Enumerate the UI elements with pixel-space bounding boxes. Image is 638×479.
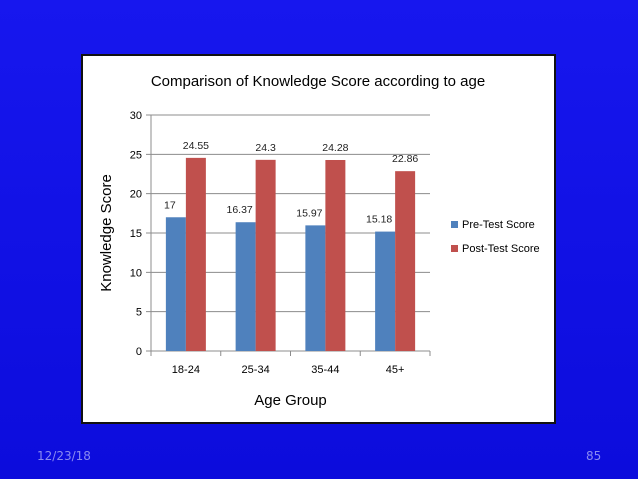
legend-swatch — [451, 245, 458, 252]
x-tick-label: 25-34 — [242, 364, 270, 376]
chart-frame: Comparison of Knowledge Score according … — [81, 54, 556, 424]
y-tick-label: 10 — [130, 267, 142, 279]
y-tick-label: 20 — [130, 189, 142, 201]
bar-post-test — [325, 159, 346, 351]
bar-post-test — [185, 157, 206, 351]
data-label: 24.28 — [322, 142, 348, 154]
bar-chart: Comparison of Knowledge Score according … — [98, 73, 540, 409]
chart-title: Comparison of Knowledge Score according … — [151, 73, 485, 90]
data-label: 17 — [164, 199, 176, 211]
bar-pre-test — [235, 222, 256, 351]
data-label: 22.86 — [392, 153, 418, 165]
bar-pre-test — [165, 217, 186, 351]
legend-label: Post-Test Score — [462, 243, 540, 255]
bar-pre-test — [305, 225, 326, 351]
data-label: 15.18 — [366, 214, 392, 226]
bar-pre-test — [375, 231, 396, 351]
data-label: 15.97 — [296, 207, 322, 219]
x-tick-label: 45+ — [386, 364, 405, 376]
legend-label: Pre-Test Score — [462, 219, 535, 231]
x-tick-label: 35-44 — [311, 364, 339, 376]
y-tick-label: 0 — [136, 346, 142, 358]
y-tick-label: 5 — [136, 307, 142, 319]
bar-post-test — [255, 159, 276, 351]
y-tick-label: 25 — [130, 149, 142, 161]
x-axis-title: Age Group — [254, 392, 327, 409]
data-label: 24.3 — [255, 142, 276, 154]
y-axis-title: Knowledge Score — [98, 174, 115, 292]
data-label: 24.55 — [183, 140, 209, 152]
data-label: 16.37 — [226, 204, 252, 216]
slide-date: 12/23/18 — [37, 449, 91, 463]
y-tick-label: 15 — [130, 228, 142, 240]
slide-page-number: 85 — [586, 449, 602, 463]
y-tick-label: 30 — [130, 110, 142, 122]
legend-swatch — [451, 221, 458, 228]
bar-post-test — [395, 171, 416, 351]
x-tick-label: 18-24 — [172, 364, 200, 376]
